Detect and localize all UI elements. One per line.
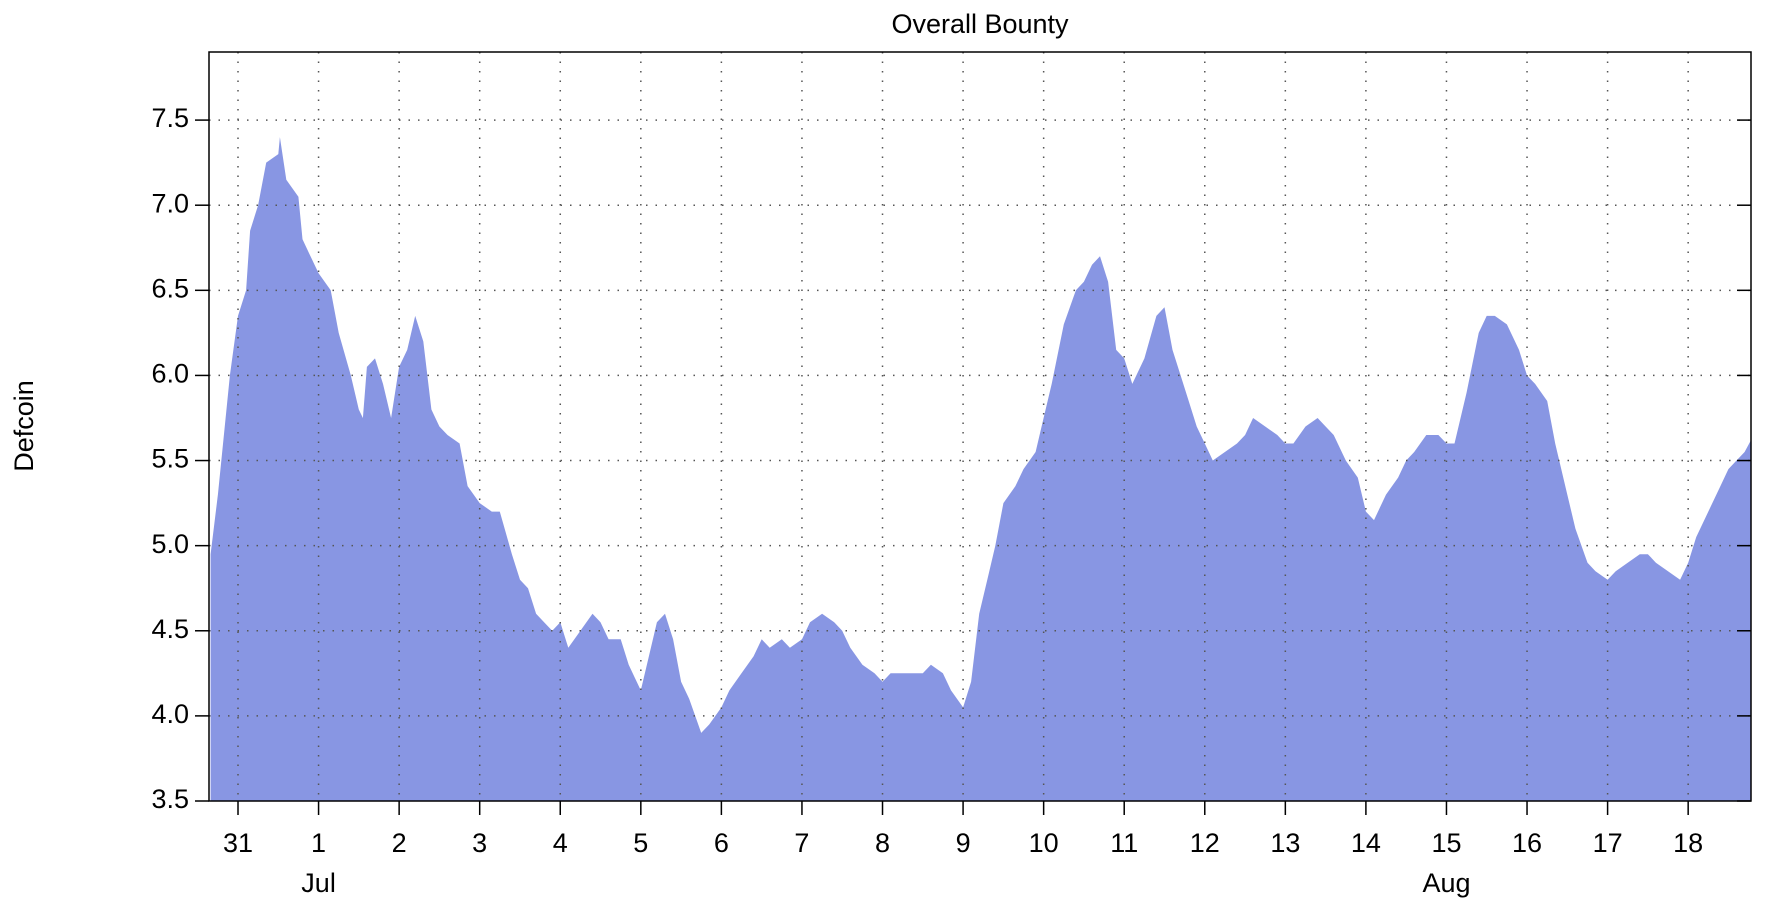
x-tick-label: 4 <box>553 828 568 858</box>
x-tick-label: 12 <box>1190 828 1220 858</box>
x-tick-label: 8 <box>875 828 890 858</box>
x-tick-label: 16 <box>1512 828 1542 858</box>
x-tick-label: 13 <box>1270 828 1300 858</box>
x-tick-label: 18 <box>1673 828 1703 858</box>
plot-frame <box>208 51 1752 802</box>
x-tick-label: 5 <box>633 828 648 858</box>
y-axis-label: Defcoin <box>9 380 39 472</box>
x-tick-label: 31 <box>223 828 253 858</box>
x-tick-label: 9 <box>956 828 971 858</box>
x-tick-label: 17 <box>1593 828 1623 858</box>
y-tick-label: 3.5 <box>151 784 189 814</box>
y-tick-label: 5.5 <box>151 444 189 474</box>
x-tick-label: 3 <box>472 828 487 858</box>
y-tick-label: 4.5 <box>151 614 189 644</box>
y-tick-label: 7.5 <box>151 103 189 133</box>
y-tick-label: 7.0 <box>151 188 189 218</box>
x-tick-label: 7 <box>794 828 809 858</box>
x-tick-label: 1 <box>311 828 326 858</box>
y-tick-label: 6.5 <box>151 273 189 303</box>
y-tick-label: 5.0 <box>151 529 189 559</box>
month-label: Jul <box>301 868 336 898</box>
x-tick-label: 10 <box>1029 828 1059 858</box>
x-tick-label: 2 <box>392 828 407 858</box>
x-tick-label: 15 <box>1431 828 1461 858</box>
x-tick-label: 6 <box>714 828 729 858</box>
chart-title: Overall Bounty <box>891 9 1069 39</box>
area <box>210 137 1752 802</box>
y-tick-label: 4.0 <box>151 699 189 729</box>
y-tick-label: 6.0 <box>151 359 189 389</box>
x-tick-label: 11 <box>1110 828 1138 858</box>
month-label: Aug <box>1422 868 1470 898</box>
x-tick-label: 14 <box>1351 828 1381 858</box>
